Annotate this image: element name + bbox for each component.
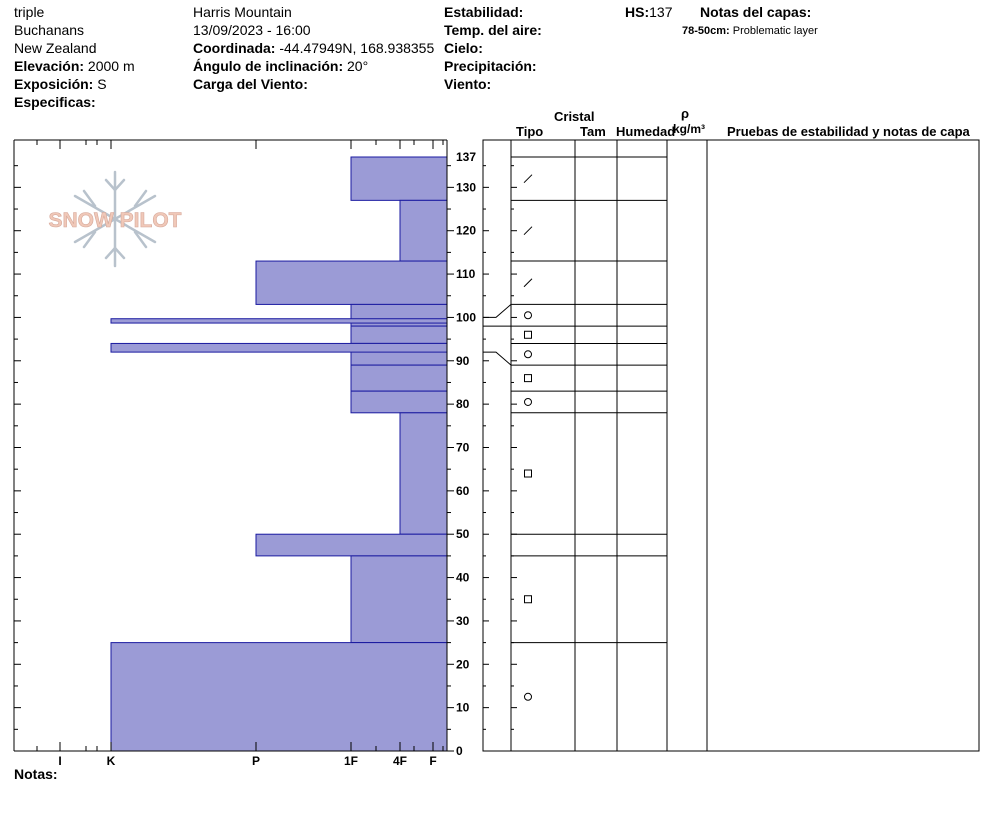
stability-label: Estabilidad: [444,4,524,20]
hardness-bar [350,156,448,201]
crystal-precip-icon [523,226,533,236]
aspect-label: Exposición: [14,76,94,92]
hardness-bar-thin [110,318,448,324]
hs-value: 137 [649,4,673,20]
coordinate-row: Coordinada: -44.47949N, 168.938355 [193,39,434,57]
depth-label: 137 [456,150,476,164]
hardness-bar [350,390,448,414]
country-name: New Zealand [14,40,97,56]
depth-label: 30 [456,614,470,628]
depth-label: 10 [456,701,470,715]
depth-label: 50 [456,527,470,541]
cristal-header: Cristal [554,109,595,124]
tests-header: Pruebas de estabilidad y notas de capa [727,124,970,139]
datetime: 13/09/2023 - 16:00 [193,22,311,38]
range-name: Buchanans [14,22,85,38]
slope-row: Ángulo de inclinación: 20° [193,57,368,75]
density-symbol: ρ [681,106,690,121]
hardness-bars [110,156,448,752]
hardness-bar [350,364,448,392]
crystal-faceted-icon [524,374,532,383]
crystal-precip-icon [523,174,533,184]
crystal-rounded-icon [524,397,532,406]
layer-connector [483,304,512,318]
slope-value: 20° [347,58,369,74]
hardness-bar [255,533,448,557]
crystal-rounded-icon [524,350,532,359]
humedad-header: Humedad [616,124,676,139]
coordinate-value: -44.47949N, 168.938355 [279,40,435,56]
snowpilot-logo: SNOW PILOT [48,170,182,268]
depth-label: 60 [456,484,470,498]
hardness-bar-thin [110,342,448,353]
specifics-label: Especificas: [14,94,96,110]
hardness-bar [110,642,448,752]
logo-text: SNOW PILOT [49,209,182,232]
depth-label: 110 [456,267,476,281]
observer-name: triple [14,4,45,20]
crystal-rounded-icon [524,311,532,320]
hardness-bar [350,555,448,644]
hardness-label: F [429,754,436,768]
wind-label: Viento: [444,76,492,92]
crystal-faceted-icon [524,330,532,339]
crystal-table [482,139,980,752]
depth-label: 100 [456,310,476,324]
depth-label: 80 [456,397,470,411]
hardness-bar [399,412,448,535]
depth-label: 120 [456,224,476,238]
layer-notes-label: Notas del capas: [700,4,812,20]
depth-label: 130 [456,180,476,194]
elevation-value: 2000 m [87,58,135,74]
air-temp-label: Temp. del aire: [444,22,542,38]
hardness-label: P [252,754,260,768]
elevation-label: Elevación: [14,58,85,74]
aspect-value: S [97,76,107,92]
depth-label: 20 [456,657,470,671]
crystal-precip-icon [523,278,533,288]
tam-header: Tam [580,124,606,139]
crystal-rounded-icon [524,692,532,701]
aspect-row: Exposición: S [14,75,107,93]
precipitation-label: Precipitación: [444,58,537,74]
slope-label: Ángulo de inclinación: [193,58,344,74]
notes-label: Notas: [14,766,58,782]
layer-note-text: Problematic layer [732,25,818,37]
wind-loading-label: Carga del Viento: [193,76,308,92]
hardness-bar [399,199,448,262]
depth-label: 0 [456,744,463,758]
crystal-faceted-icon [524,469,532,478]
coordinate-label: Coordinada: [193,40,276,56]
location-name: Harris Mountain [193,4,292,20]
hs-label: HS: [625,4,650,20]
density-unit: kg/m³ [673,122,706,136]
elevation-row: Elevación: 2000 m [14,57,135,75]
hardness-label: 4F [393,754,407,768]
hardness-bar [350,325,448,344]
table-border [482,139,980,752]
depth-label: 90 [456,354,470,368]
sky-label: Cielo: [444,39,485,57]
layer-note: 78-50cm: Problematic layer [682,22,818,40]
hardness-label: I [58,754,61,768]
depth-label: 40 [456,571,470,585]
hardness-label: K [107,754,116,768]
chart-ticks: 0 10 20 30 40 50 60 70 80 90 100 110 120 130 137 I K P 1F 4… [14,140,517,768]
crystal-faceted-icon [524,595,532,604]
layer-connector [483,351,512,366]
hs-row: HS:137 [625,3,672,21]
tipo-header: Tipo [516,124,544,139]
depth-label: 70 [456,440,470,454]
hardness-bar [255,260,448,305]
layer-note-depth: 78-50cm: [682,25,730,37]
hardness-label: 1F [344,754,358,768]
